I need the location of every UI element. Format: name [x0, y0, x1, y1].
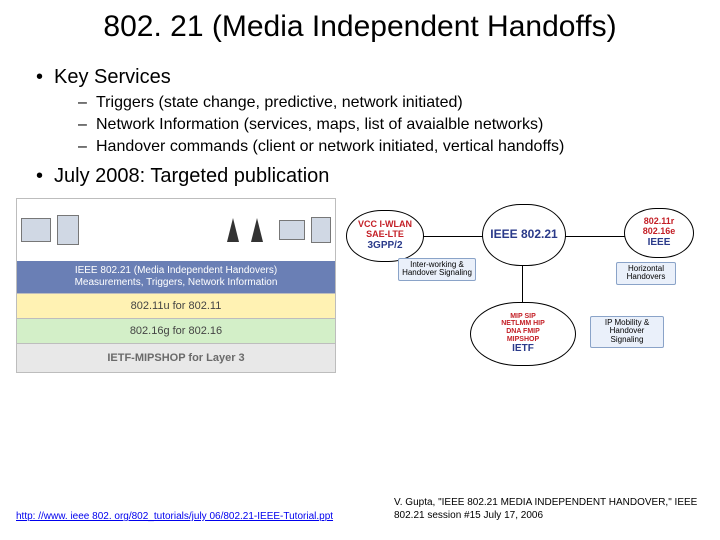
row-80216g: 802.16g for 802.16	[17, 318, 335, 343]
cloud-3gpp2-label: 3GPP/2	[367, 240, 402, 251]
tutorial-link[interactable]: http: //www. ieee 802. org/802_tutorials…	[16, 511, 333, 522]
right-diagram: VCC I-WLAN SAE-LTE 3GPP/2 IEEE 802.21 80…	[346, 198, 696, 368]
cloud-ietf: MIP SIP NETLMM HIP DNA FMIP MIPSHOP IETF	[470, 302, 576, 366]
box-interworking: Inter-working & Handover Signaling	[398, 258, 476, 282]
cloud-3gpp2: VCC I-WLAN SAE-LTE 3GPP/2	[346, 210, 424, 262]
left-diagram-banner: IEEE 802.21 (Media Independent Handovers…	[17, 261, 335, 293]
slide-footer: http: //www. ieee 802. org/802_tutorials…	[16, 497, 704, 522]
device-icon	[21, 218, 51, 242]
cloud-ieee: 802.11r 802.16e IEEE	[624, 208, 694, 258]
antenna-icon	[227, 218, 239, 242]
bullet-publication: July 2008: Targeted publication	[54, 165, 690, 188]
cloud-ietf-label: IETF	[512, 343, 534, 354]
antenna-icon	[251, 218, 263, 242]
device-icon	[311, 217, 331, 243]
row-80211u: 802.11u for 802.11	[17, 293, 335, 318]
cloud-3gpp2-line2: SAE-LTE	[366, 230, 404, 240]
cloud-ietf-line2: NETLMM HIP	[501, 320, 545, 328]
left-diagram: IEEE 802.21 (Media Independent Handovers…	[16, 198, 336, 373]
bullet-triggers: Triggers (state change, predictive, netw…	[96, 93, 690, 113]
device-icon	[279, 220, 305, 240]
slide-title: 802. 21 (Media Independent Handoffs)	[0, 0, 720, 50]
cloud-ietf-line1: MIP SIP	[510, 313, 536, 321]
device-icon	[57, 215, 79, 245]
box-horizontal: Horizontal Handovers	[616, 262, 676, 286]
bullet-network-info: Network Information (services, maps, lis…	[96, 115, 690, 135]
citation-text: V. Gupta, "IEEE 802.21 MEDIA INDEPENDENT…	[394, 497, 704, 522]
cloud-80221-label: IEEE 802.21	[490, 228, 557, 241]
cloud-ietf-line4: MIPSHOP	[507, 336, 539, 344]
cloud-ieee80221: IEEE 802.21	[482, 204, 566, 266]
row-ietf-mipshop: IETF-MIPSHOP for Layer 3	[17, 343, 335, 372]
left-diagram-devices	[17, 199, 335, 261]
bullet-handover-cmds: Handover commands (client or network ini…	[96, 137, 690, 157]
cloud-ieee-label: IEEE	[648, 237, 671, 248]
cloud-ieee-line2: 802.16e	[643, 227, 676, 237]
cloud-ietf-line3: DNA FMIP	[506, 328, 540, 336]
banner-line2: Measurements, Triggers, Network Informat…	[21, 277, 331, 289]
bullet-key-services: Key Services	[54, 66, 690, 89]
banner-line1: IEEE 802.21 (Media Independent Handovers…	[21, 265, 331, 277]
box-ipmobility: IP Mobility & Handover Signaling	[590, 316, 664, 348]
slide-body: Key Services Triggers (state change, pre…	[0, 50, 720, 188]
diagram-row: IEEE 802.21 (Media Independent Handovers…	[0, 192, 720, 373]
